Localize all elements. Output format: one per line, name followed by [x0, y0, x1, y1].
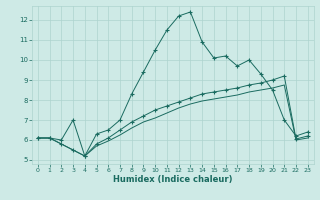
X-axis label: Humidex (Indice chaleur): Humidex (Indice chaleur) [113, 175, 233, 184]
